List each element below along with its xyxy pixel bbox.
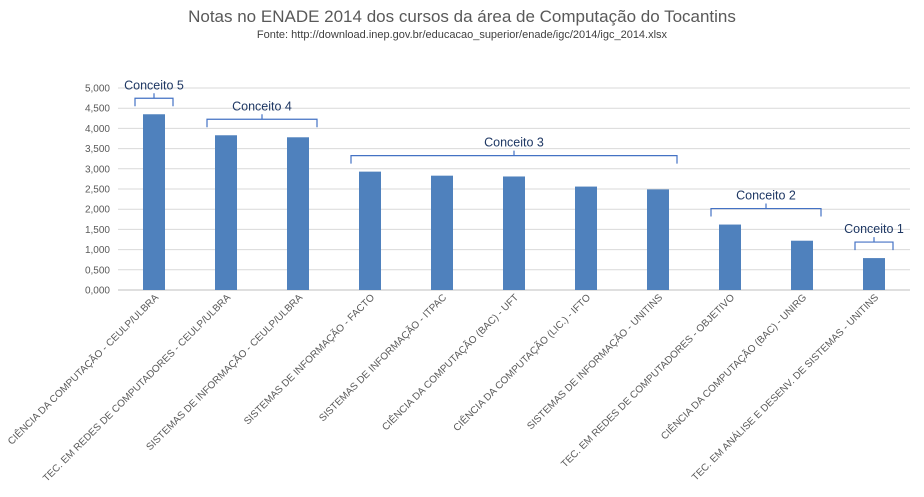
x-tick-label: CIÊNCIA DA COMPUTAÇÃO - CEULP/ULBRA xyxy=(5,291,162,448)
annotation-bracket xyxy=(206,114,318,128)
annotation-label: Conceito 4 xyxy=(232,99,292,113)
x-axis-ticks: CIÊNCIA DA COMPUTAÇÃO - CEULP/ULBRA TEC. … xyxy=(5,291,882,485)
y-tick-label: 2,500 xyxy=(85,185,110,196)
annotation-label: Conceito 2 xyxy=(736,189,796,203)
x-tick-label: CIÊNCIA DA COMPUTAÇÃO (LIC.) - IFTO xyxy=(450,291,593,434)
y-axis-ticks: 0,000 0,500 1,000 1,500 2,000 2,500 3,000 3,500… xyxy=(85,84,110,297)
y-tick-label: 3,000 xyxy=(85,164,110,175)
x-tick-label: SISTEMAS DE INFORMAÇÃO - CEULP/ULBRA xyxy=(143,291,305,453)
annotation-bracket xyxy=(134,93,174,107)
x-tick-label: CIÊNCIA DA COMPUTAÇÃO (BAC) - UFT xyxy=(379,291,521,433)
annotation-label: Conceito 5 xyxy=(124,78,184,92)
bar xyxy=(791,240,813,290)
bar xyxy=(431,175,453,290)
bar xyxy=(863,258,885,290)
y-tick-label: 5,000 xyxy=(85,84,110,95)
bar xyxy=(719,224,741,290)
bar xyxy=(215,135,237,290)
chart-title: Notas no ENADE 2014 dos cursos da área d… xyxy=(188,7,736,26)
y-tick-label: 0,000 xyxy=(85,286,110,297)
y-tick-label: 3,500 xyxy=(85,144,110,155)
bar xyxy=(359,171,381,290)
annotation-bracket xyxy=(350,150,678,164)
bars xyxy=(143,114,885,290)
y-tick-label: 4,500 xyxy=(85,104,110,115)
annotation-label: Conceito 3 xyxy=(484,136,544,150)
x-tick-label: SISTEMAS DE INFORMAÇÃO - FACTO xyxy=(241,291,378,428)
bar xyxy=(143,114,165,290)
annotation-bracket xyxy=(854,237,894,251)
bar xyxy=(575,186,597,290)
bar xyxy=(287,137,309,290)
x-tick-label: CIÊNCIA DA COMPUTAÇÃO (BAC) - UNIRG xyxy=(658,291,809,442)
annotations: Conceito 5 Conceito 4 Conceito 3 Conceito 2… xyxy=(124,78,904,251)
y-tick-label: 2,000 xyxy=(85,205,110,216)
bar xyxy=(503,176,525,290)
y-tick-label: 4,000 xyxy=(85,124,110,135)
x-tick-label: SISTEMAS DE INFORMAÇÃO - ITPAC xyxy=(316,291,449,424)
x-tick-label: TEC. EM REDES DE COMPUTADORES - OBJETIVO xyxy=(559,292,737,470)
chart-subtitle: Fonte: http://download.inep.gov.br/educa… xyxy=(257,29,668,41)
bar xyxy=(647,189,669,290)
annotation-bracket xyxy=(710,203,822,217)
annotation-label: Conceito 1 xyxy=(844,222,904,236)
x-tick-label: SISTEMAS DE INFORMAÇÃO - UNITINS xyxy=(524,291,665,432)
y-tick-label: 0,500 xyxy=(85,265,110,276)
y-tick-label: 1,500 xyxy=(85,225,110,236)
y-tick-label: 1,000 xyxy=(85,245,110,256)
